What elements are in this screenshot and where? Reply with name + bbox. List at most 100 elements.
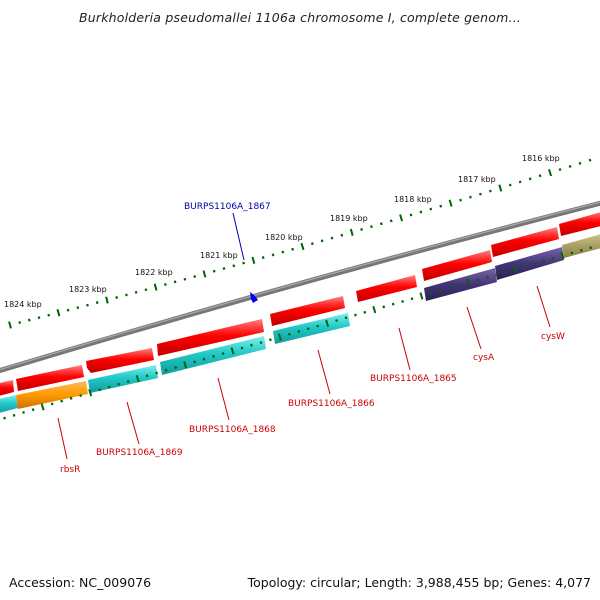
kbp-label-1820: 1820 kbp bbox=[265, 233, 303, 242]
kbp-label-1824: 1824 kbp bbox=[4, 300, 42, 309]
outer-ruler-tick bbox=[37, 316, 41, 320]
gene-label-burps1866[interactable]: BURPS1106A_1866 bbox=[288, 399, 375, 409]
inner-ruler-tick bbox=[363, 310, 367, 314]
gene-arrow-fwd-0[interactable] bbox=[0, 380, 14, 397]
outer-ruler-tick bbox=[202, 270, 207, 278]
gene-label-burps1869[interactable]: BURPS1106A_1869 bbox=[96, 448, 183, 458]
inner-ruler-tick bbox=[3, 416, 6, 420]
kbp-label-1823: 1823 kbp bbox=[69, 285, 107, 294]
inner-ruler-tick bbox=[306, 327, 310, 331]
outer-ruler-tick bbox=[76, 306, 80, 310]
inner-ruler-tick bbox=[589, 246, 593, 250]
inner-ruler-tick bbox=[98, 388, 102, 392]
outer-ruler bbox=[8, 158, 592, 329]
inner-ruler-tick bbox=[145, 374, 149, 378]
outer-ruler-tick bbox=[251, 256, 256, 264]
inner-ruler-tick bbox=[60, 399, 64, 403]
gene-arrow-rev-cysW[interactable] bbox=[495, 247, 564, 280]
forward-strand-track bbox=[0, 211, 600, 397]
outer-ruler-tick bbox=[349, 228, 354, 236]
outer-ruler-tick bbox=[439, 204, 443, 208]
kbp-label-1822: 1822 kbp bbox=[135, 268, 173, 277]
outer-ruler-tick bbox=[310, 242, 314, 246]
inner-ruler-tick bbox=[513, 265, 518, 273]
gene-arrow-fwd-1865[interactable] bbox=[356, 275, 417, 302]
gene-arrow-rev-1866[interactable] bbox=[273, 313, 350, 344]
gene-arrow-fwd-1868b[interactable] bbox=[86, 348, 154, 373]
outer-ruler-tick bbox=[27, 318, 31, 322]
gene-label-burps1868[interactable]: BURPS1106A_1868 bbox=[189, 425, 276, 435]
outer-ruler-tick bbox=[538, 174, 542, 178]
selected-feature-marker[interactable] bbox=[250, 292, 258, 303]
gene-arrow-fwd-1868[interactable] bbox=[157, 319, 264, 356]
inner-ruler-tick bbox=[193, 360, 197, 364]
inner-ruler-tick bbox=[69, 396, 73, 400]
outer-ruler-tick bbox=[134, 290, 138, 294]
gene-label-burps1867[interactable]: BURPS1106A_1867 bbox=[184, 202, 271, 212]
outer-ruler-tick bbox=[105, 296, 109, 304]
inner-ruler-tick bbox=[155, 371, 159, 375]
gene-label-cysA[interactable]: cysA bbox=[473, 353, 495, 363]
inner-ruler-tick bbox=[344, 316, 348, 320]
inner-ruler-tick bbox=[230, 347, 235, 355]
kbp-label-1816: 1816 kbp bbox=[522, 154, 560, 163]
outer-ruler-tick bbox=[399, 214, 404, 222]
outer-ruler-tick bbox=[498, 184, 503, 192]
reverse-strand-track bbox=[0, 233, 600, 414]
inner-ruler-tick bbox=[79, 394, 83, 398]
gene-arrow-fwd-1869[interactable] bbox=[16, 365, 84, 391]
gene-label-burps1865[interactable]: BURPS1106A_1865 bbox=[370, 374, 457, 384]
inner-ruler-tick bbox=[88, 389, 93, 397]
outer-ruler-tick bbox=[8, 321, 12, 329]
inner-ruler-tick bbox=[354, 313, 357, 317]
outer-ruler-tick bbox=[153, 283, 158, 291]
outer-ruler-tick bbox=[409, 213, 413, 217]
inner-ruler-tick bbox=[542, 259, 546, 263]
inner-ruler-tick bbox=[335, 319, 338, 323]
gene-label-cysW[interactable]: cysW bbox=[541, 332, 565, 342]
inner-ruler-tick bbox=[485, 275, 489, 279]
inner-ruler-tick bbox=[438, 289, 442, 293]
gene-arrow-fwd-1866[interactable] bbox=[270, 296, 345, 326]
inner-ruler-tick bbox=[240, 346, 244, 350]
inner-ruler-tick bbox=[117, 382, 121, 386]
inner-ruler-tick bbox=[401, 300, 404, 303]
gene-arrow-fwd-cysW[interactable] bbox=[491, 227, 559, 257]
inner-ruler-tick bbox=[202, 357, 206, 361]
inner-ruler-tick bbox=[212, 354, 215, 358]
genome-backbone bbox=[0, 200, 600, 374]
inner-ruler-tick bbox=[183, 361, 188, 369]
gene-arrow-fwd-last[interactable] bbox=[559, 211, 600, 236]
outer-ruler-tick bbox=[568, 164, 572, 168]
inner-ruler-tick bbox=[532, 262, 536, 266]
gene-arrow-rev-1869[interactable] bbox=[88, 365, 158, 393]
outer-ruler-tick bbox=[164, 283, 167, 286]
footer-stats: Topology: circular; Length: 3,988,455 bp… bbox=[247, 575, 591, 590]
gene-label-rbsR[interactable]: rbsR bbox=[60, 465, 80, 475]
inner-ruler-tick bbox=[22, 410, 25, 414]
kbp-label-1819: 1819 kbp bbox=[330, 214, 368, 223]
outer-ruler-tick bbox=[389, 219, 393, 223]
inner-ruler-tick bbox=[382, 305, 386, 309]
inner-ruler-tick bbox=[268, 338, 272, 342]
outer-ruler-tick bbox=[47, 313, 51, 317]
inner-ruler-tick bbox=[410, 297, 414, 301]
inner-ruler-tick bbox=[570, 251, 574, 255]
outer-ruler-tick bbox=[300, 242, 305, 251]
outer-ruler-tick bbox=[281, 250, 285, 254]
gene-arrow-rbsR[interactable] bbox=[16, 381, 88, 409]
outer-ruler-tick bbox=[183, 277, 187, 281]
gene-arrow-fwd-cysA[interactable] bbox=[422, 250, 492, 281]
gene-arrow-rev-cysA[interactable] bbox=[424, 268, 497, 301]
inner-ruler-tick bbox=[372, 305, 377, 314]
kbp-label-1818: 1818 kbp bbox=[394, 195, 432, 204]
gene-arrow-rev-0[interactable] bbox=[0, 395, 18, 414]
outer-ruler-tick bbox=[193, 275, 197, 278]
outer-ruler-tick bbox=[144, 288, 148, 292]
outer-ruler-tick bbox=[173, 280, 177, 284]
outer-ruler-tick bbox=[212, 269, 216, 273]
outer-ruler-tick bbox=[66, 308, 70, 312]
outer-ruler-tick bbox=[242, 261, 245, 265]
outer-ruler-tick bbox=[548, 169, 553, 177]
gene-arrow-rev-olive[interactable] bbox=[562, 233, 600, 258]
